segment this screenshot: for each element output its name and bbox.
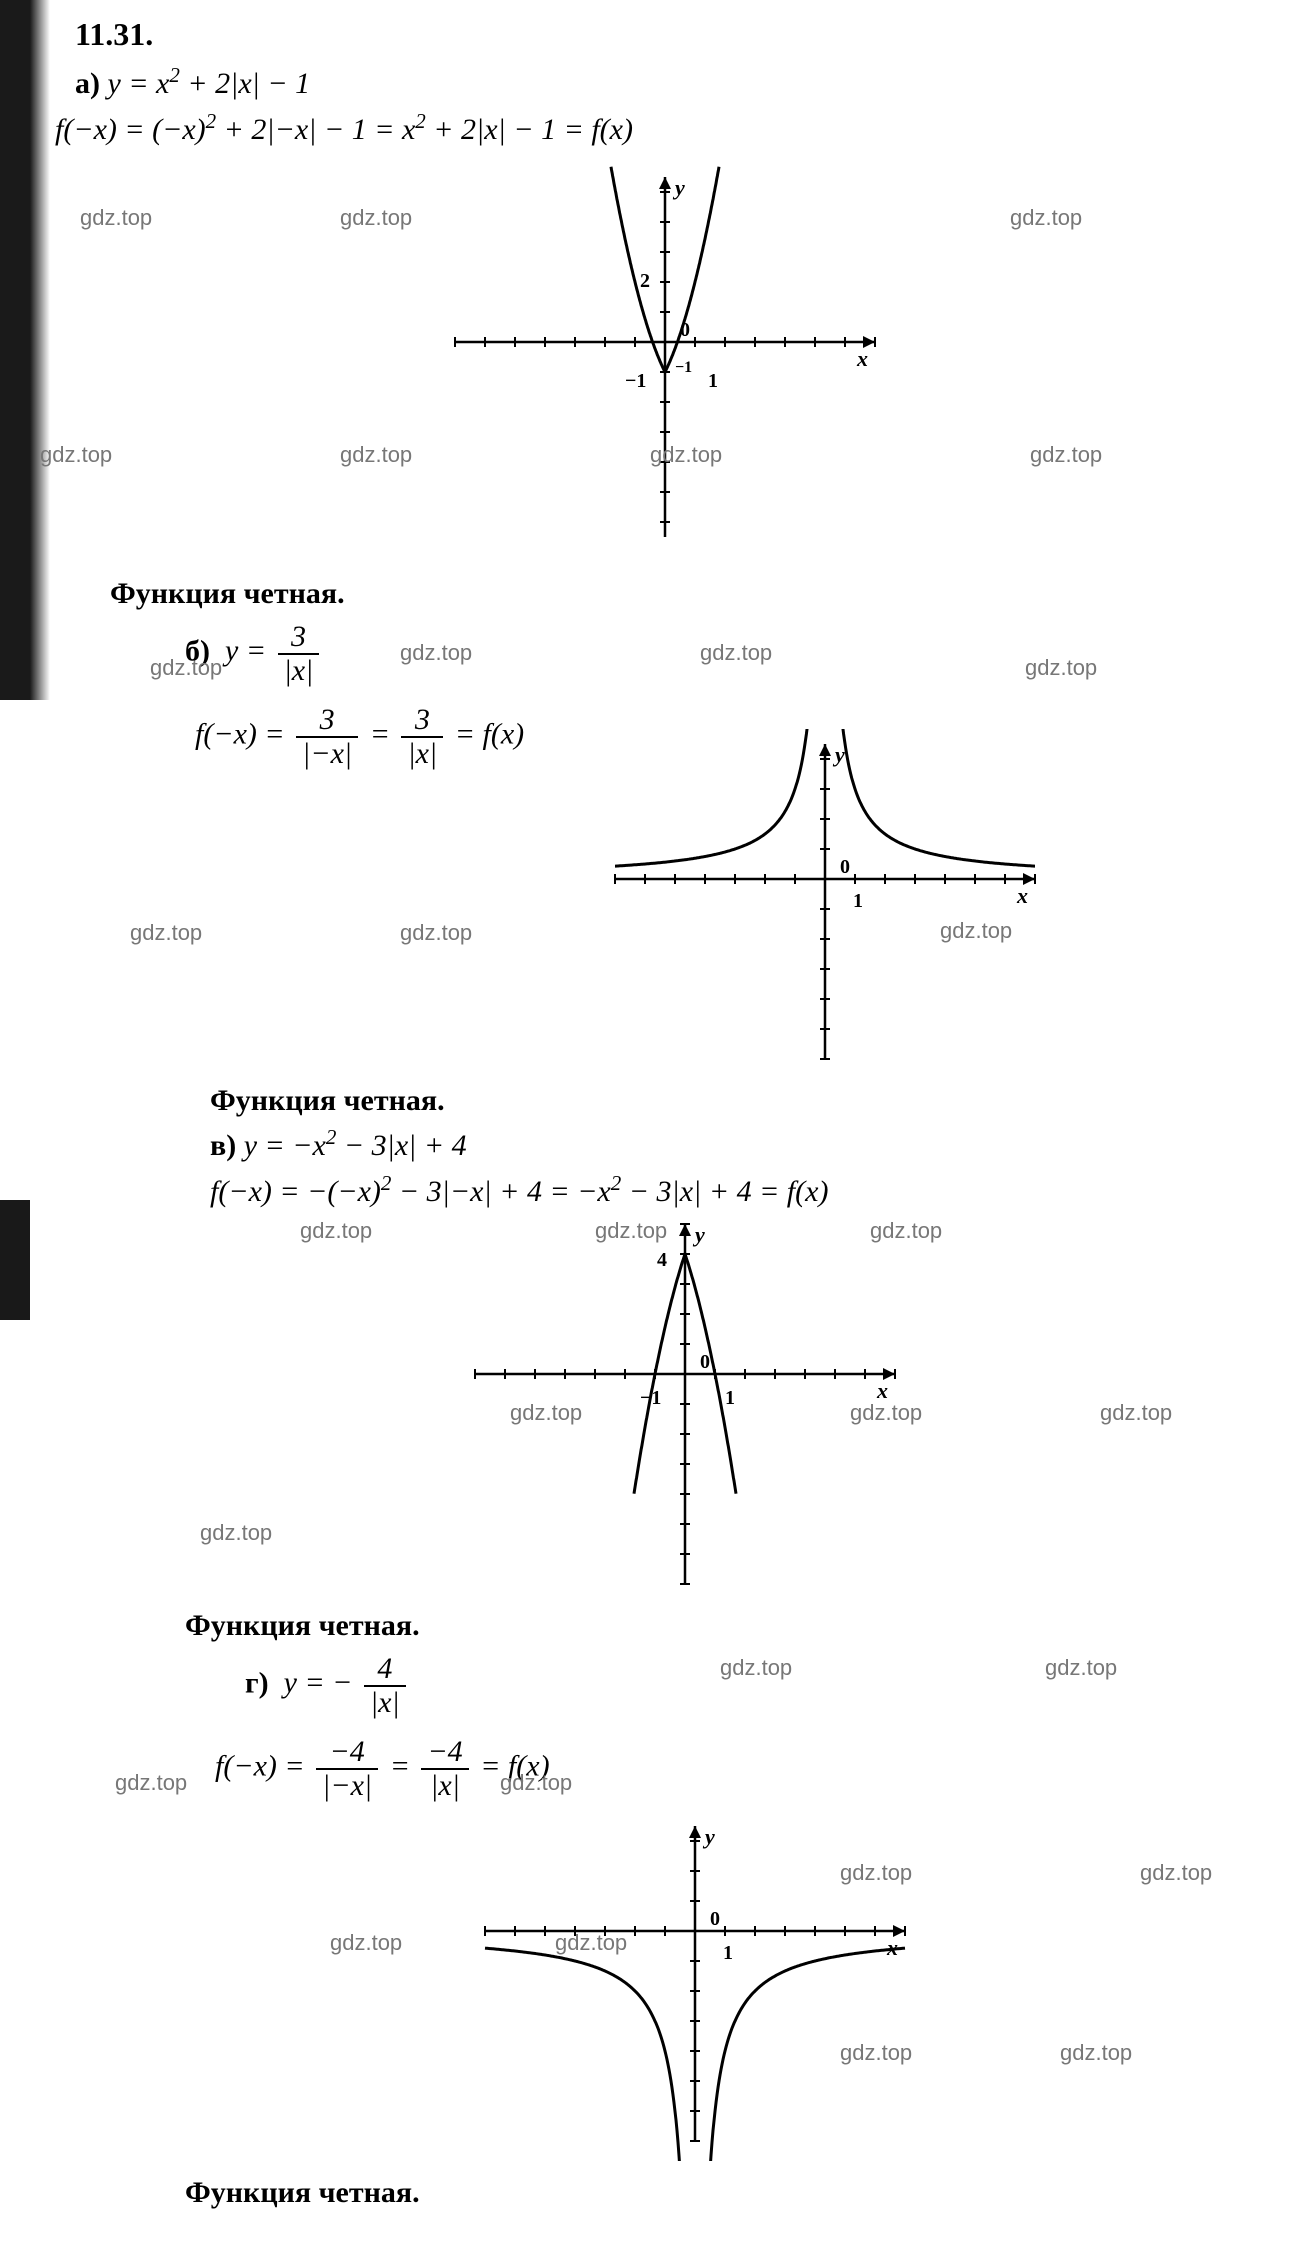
graph-b: x y 01 — [595, 729, 1055, 1069]
svg-text:−1: −1 — [675, 359, 692, 376]
problem-number: 11.31. — [55, 10, 1274, 58]
svg-text:0: 0 — [710, 1908, 720, 1930]
part-label-d: г) — [245, 1666, 269, 1699]
part-label-c: в) — [210, 1129, 236, 1162]
part-label-a: а) — [75, 67, 100, 100]
svg-text:−1: −1 — [625, 370, 646, 392]
formula-c: y = −x2 − 3|x| + 4 — [244, 1129, 467, 1162]
svg-text:1: 1 — [723, 1942, 733, 1964]
formula-a: y = x2 + 2|x| − 1 — [108, 67, 311, 100]
page-content: 11.31. а) y = x2 + 2|x| − 1 f(−x) = (−x)… — [55, 10, 1274, 2210]
svg-text:1: 1 — [853, 890, 863, 912]
svg-text:4: 4 — [657, 1249, 667, 1271]
conclusion-c: Функция четная. — [55, 1609, 1274, 1643]
formula-b: y = 3|x| — [225, 634, 323, 667]
graph-a: x y 0 2 −1 1 −1 — [440, 152, 890, 562]
conclusion-a: Функция четная. — [55, 577, 1274, 611]
page-edge-scan — [0, 0, 50, 700]
page-edge-scan-2 — [0, 1200, 30, 1320]
proof-c: f(−x) = −(−x)2 − 3|−x| + 4 = −x2 − 3|x| … — [55, 1168, 1274, 1214]
section-d: г) y = − 4|x| f(−x) = −4|−x| = −4|x| = f… — [55, 1653, 1274, 2210]
part-label-b: б) — [185, 634, 210, 667]
conclusion-b: Функция четная. — [55, 1084, 1274, 1118]
svg-text:1: 1 — [708, 370, 718, 392]
svg-text:y: y — [692, 1222, 705, 1247]
section-c: в) y = −x2 − 3|x| + 4 f(−x) = −(−x)2 − 3… — [55, 1122, 1274, 1643]
conclusion-d: Функция четная. — [55, 2176, 1274, 2210]
svg-text:x: x — [1016, 883, 1028, 908]
svg-text:0: 0 — [680, 319, 690, 341]
proof-d: f(−x) = −4|−x| = −4|x| = f(x) — [55, 1736, 1274, 1801]
graph-c: x y 0 4 −1 1 — [455, 1214, 915, 1594]
svg-text:2: 2 — [640, 270, 650, 292]
svg-text:y: y — [702, 1824, 715, 1849]
section-a: а) y = x2 + 2|x| − 1 f(−x) = (−x)2 + 2|−… — [55, 60, 1274, 611]
svg-text:y: y — [832, 742, 845, 767]
svg-text:x: x — [856, 346, 868, 371]
svg-text:y: y — [672, 175, 685, 200]
svg-text:0: 0 — [700, 1351, 710, 1373]
graph-d: xy01 — [465, 1811, 925, 2161]
proof-a: f(−x) = (−x)2 + 2|−x| − 1 = x2 + 2|x| − … — [55, 106, 1274, 152]
svg-text:x: x — [876, 1378, 888, 1403]
section-b: б) y = 3|x| f(−x) = 3|−x| = 3|x| = f(x) … — [55, 621, 1274, 1118]
formula-d: y = − 4|x| — [284, 1666, 410, 1699]
svg-text:0: 0 — [840, 856, 850, 878]
svg-text:1: 1 — [725, 1387, 735, 1409]
svg-text:−1: −1 — [640, 1387, 661, 1409]
